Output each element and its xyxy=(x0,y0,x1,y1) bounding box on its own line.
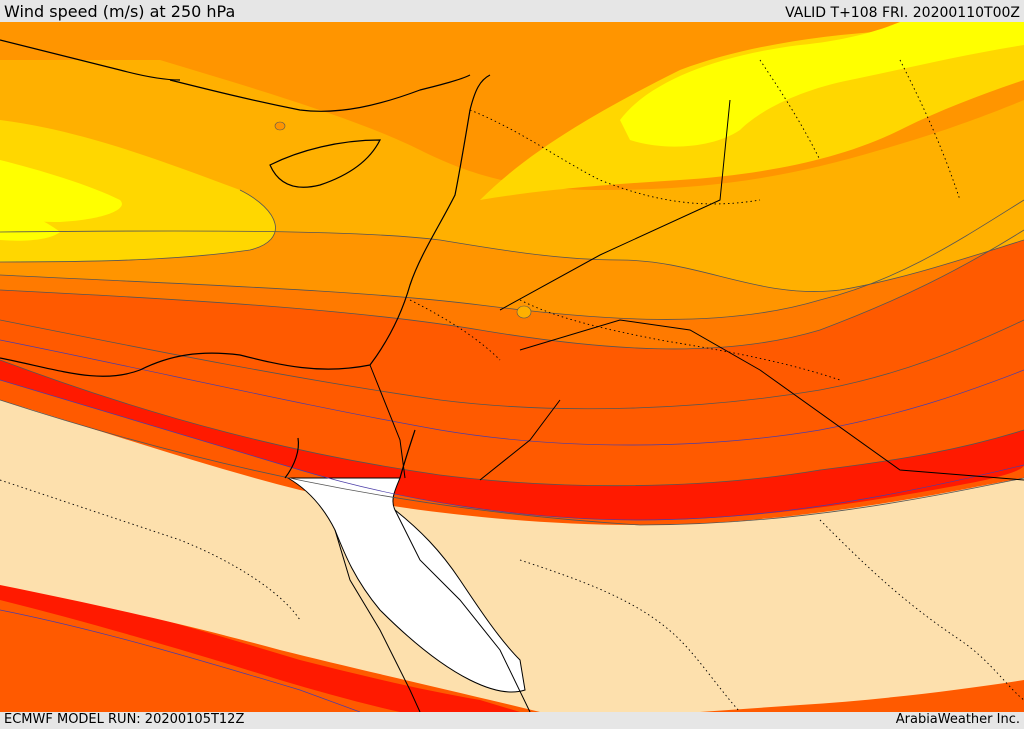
header-bar: Wind speed (m/s) at 250 hPa VALID T+108 … xyxy=(0,0,1024,22)
footer-bar: ECMWF MODEL RUN: 20200105T12Z ArabiaWeat… xyxy=(0,712,1024,729)
red-sea xyxy=(286,477,526,693)
band-gold xyxy=(0,120,276,262)
isotach-lines-blue xyxy=(0,339,1024,712)
model-run: ECMWF MODEL RUN: 20200105T12Z xyxy=(4,712,245,727)
band-jet-red-sw xyxy=(0,600,400,712)
credit: ArabiaWeather Inc. xyxy=(895,712,1020,727)
band-yellow-east xyxy=(620,22,1024,147)
wind-speed-map[interactable] xyxy=(0,22,1024,712)
band-yellow-west xyxy=(0,160,122,222)
lake-marker-2 xyxy=(274,121,286,131)
band-jet-red xyxy=(0,360,1024,520)
band-light-amber xyxy=(0,60,1024,292)
band-calm xyxy=(0,400,1024,712)
map-title: Wind speed (m/s) at 250 hPa xyxy=(4,2,236,21)
wind-speed-field xyxy=(0,22,1024,712)
coastlines xyxy=(0,39,491,479)
lake-marker xyxy=(516,305,532,319)
solid-borders xyxy=(334,99,1024,712)
borders xyxy=(0,59,1024,712)
valid-time: VALID T+108 FRI. 20200110T00Z xyxy=(785,5,1020,21)
isotach-lines xyxy=(0,189,1024,526)
